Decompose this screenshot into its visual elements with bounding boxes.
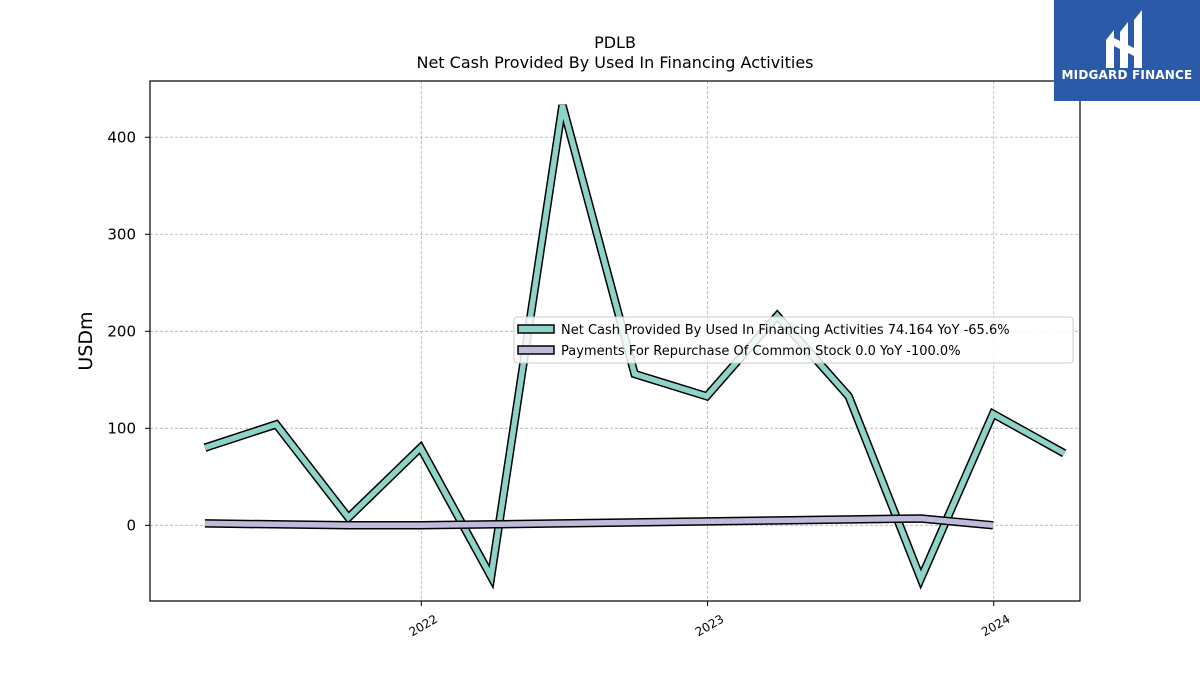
- y-tick-label: 200: [107, 322, 136, 340]
- y-axis-label: USDm: [75, 311, 97, 370]
- legend-label-0: Net Cash Provided By Used In Financing A…: [561, 323, 1010, 338]
- legend-swatch-1: [517, 345, 555, 355]
- y-tick-label: 300: [107, 225, 136, 243]
- series-0-line: [204, 104, 1066, 586]
- y-ticks: 0 100 200 300 400: [107, 128, 150, 534]
- legend: Net Cash Provided By Used In Financing A…: [513, 316, 1074, 364]
- y-tick-label: 0: [126, 516, 136, 534]
- x-tick-label: 2023: [693, 612, 726, 639]
- legend-box: [513, 316, 1074, 364]
- plot-frame: [149, 80, 1081, 602]
- y-tick-label: 400: [107, 128, 136, 146]
- chart-title: PDLB: [594, 33, 636, 52]
- brand-name: MIDGARD FINANCE: [1061, 68, 1193, 82]
- brand-logo: MIDGARD FINANCE: [1054, 0, 1200, 101]
- series-1-line: [204, 515, 994, 529]
- x-tick-label: 2024: [979, 612, 1012, 639]
- legend-label-1: Payments For Repurchase Of Common Stock …: [561, 344, 961, 359]
- series-layer: [203, 104, 1067, 590]
- y-tick-label: 100: [107, 419, 136, 437]
- x-ticks: 2022 2023 2024: [407, 601, 1012, 639]
- chart-subtitle: Net Cash Provided By Used In Financing A…: [416, 53, 813, 72]
- legend-swatch-0: [517, 324, 555, 334]
- midgard-logo-icon: [1106, 10, 1142, 68]
- x-tick-label: 2022: [407, 612, 440, 639]
